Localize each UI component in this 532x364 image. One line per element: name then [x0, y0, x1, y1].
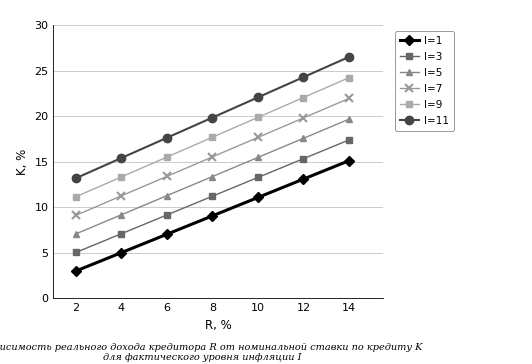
I=11 — [209, 115, 215, 120]
I=5 — [346, 117, 352, 121]
I=7 — [300, 116, 306, 120]
I=5 — [255, 155, 261, 159]
I=1 — [346, 158, 352, 163]
I=1 — [209, 214, 215, 218]
Line: I=9: I=9 — [72, 74, 352, 200]
I=5 — [164, 193, 170, 198]
I=1 — [255, 195, 261, 199]
I=11 — [255, 95, 261, 99]
I=9 — [73, 194, 79, 199]
I=9 — [164, 155, 170, 159]
I=1 — [73, 269, 79, 273]
Text: Зависимость реального дохода кредитора R от номинальной ставки по кредиту K
для : Зависимость реального дохода кредитора R… — [0, 343, 422, 362]
Line: I=3: I=3 — [72, 136, 352, 256]
I=9 — [300, 95, 306, 100]
Legend: I=1, I=3, I=5, I=7, I=9, I=11: I=1, I=3, I=5, I=7, I=9, I=11 — [395, 31, 454, 131]
I=11 — [118, 156, 124, 160]
I=1 — [118, 250, 124, 255]
I=3 — [164, 213, 170, 217]
I=1 — [164, 232, 170, 237]
I=3 — [255, 175, 261, 179]
Line: I=5: I=5 — [72, 116, 352, 237]
I=11 — [346, 55, 352, 59]
I=11 — [164, 135, 170, 140]
I=9 — [255, 115, 261, 119]
Y-axis label: K, %: K, % — [15, 149, 29, 175]
I=7 — [346, 96, 352, 100]
I=9 — [209, 135, 215, 139]
I=11 — [300, 75, 306, 79]
Line: I=7: I=7 — [72, 94, 353, 219]
I=3 — [346, 138, 352, 142]
I=3 — [118, 232, 124, 236]
Line: I=1: I=1 — [72, 157, 352, 274]
I=5 — [118, 213, 124, 217]
I=7 — [118, 194, 124, 198]
I=7 — [164, 174, 170, 178]
I=9 — [346, 75, 352, 80]
I=7 — [209, 155, 215, 159]
I=1 — [300, 177, 306, 181]
I=3 — [300, 157, 306, 161]
I=7 — [73, 213, 79, 217]
I=3 — [73, 250, 79, 255]
I=3 — [209, 194, 215, 198]
Line: I=11: I=11 — [72, 53, 353, 182]
I=9 — [118, 175, 124, 179]
I=5 — [209, 174, 215, 179]
I=11 — [73, 176, 79, 180]
I=7 — [255, 135, 261, 139]
I=5 — [300, 136, 306, 141]
X-axis label: R, %: R, % — [205, 319, 231, 332]
I=5 — [73, 232, 79, 236]
